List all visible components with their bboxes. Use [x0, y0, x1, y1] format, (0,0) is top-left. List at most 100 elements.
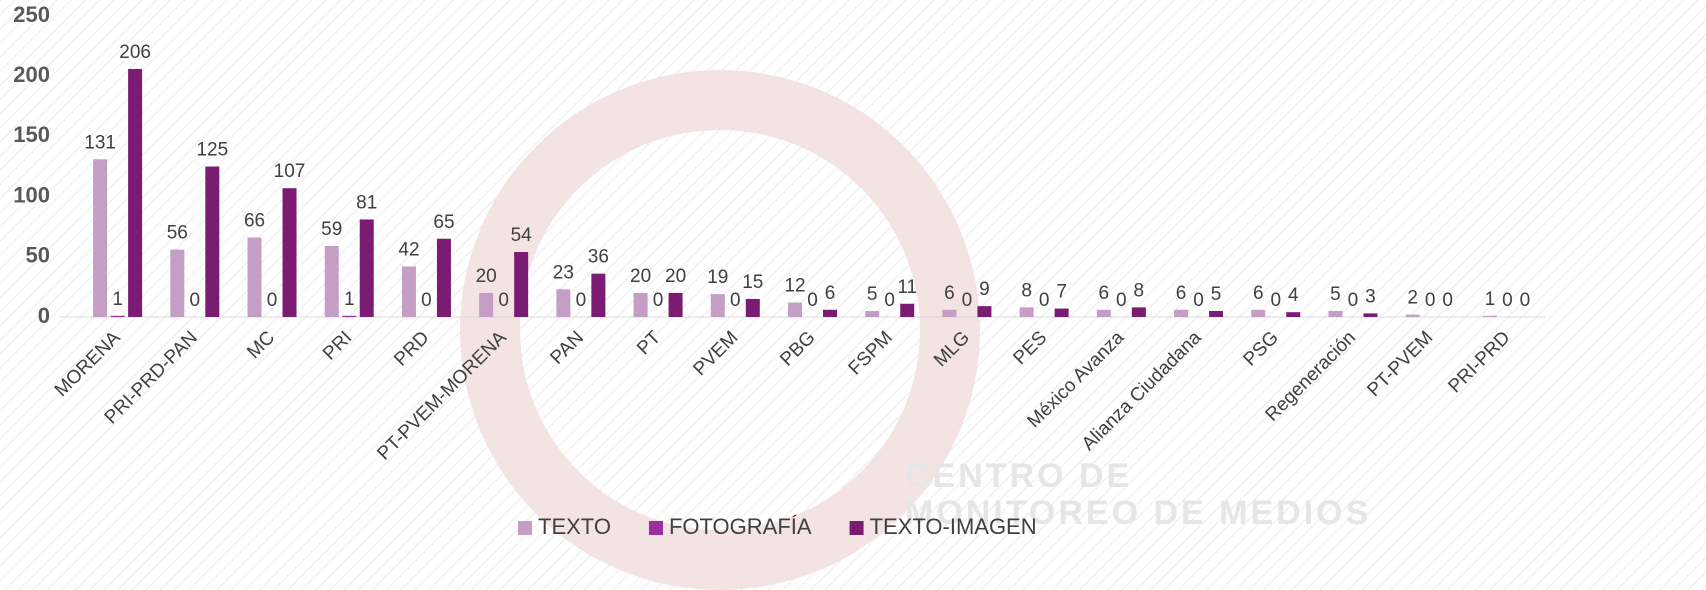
data-label: 2 — [1407, 288, 1418, 309]
bar — [1405, 314, 1420, 317]
bar — [977, 306, 992, 317]
data-label: 54 — [511, 225, 533, 246]
data-label: 81 — [356, 192, 377, 213]
data-label: 0 — [576, 290, 587, 311]
data-label: 56 — [167, 223, 188, 244]
bar — [1328, 310, 1343, 317]
data-label: 0 — [1193, 290, 1204, 311]
bar — [710, 294, 725, 317]
watermark-logo — [460, 70, 980, 590]
bar — [436, 238, 451, 317]
data-label: 1 — [1485, 289, 1496, 310]
data-label: 125 — [196, 140, 228, 161]
bar — [865, 310, 880, 317]
data-label: 0 — [962, 290, 973, 311]
data-label: 6 — [944, 283, 955, 304]
y-tick-label: 0 — [38, 303, 50, 328]
bar — [1131, 307, 1146, 317]
data-label: 11 — [897, 277, 917, 298]
bar — [633, 292, 648, 317]
data-label: 0 — [653, 290, 664, 311]
data-label: 5 — [1330, 284, 1341, 305]
data-label: 66 — [244, 211, 265, 232]
data-label: 0 — [421, 290, 432, 311]
data-label: 20 — [476, 266, 497, 287]
data-label: 0 — [1502, 290, 1513, 311]
data-label: 0 — [1270, 290, 1281, 311]
data-label: 0 — [1116, 290, 1127, 311]
data-label: 8 — [1021, 280, 1032, 301]
data-label: 9 — [979, 279, 990, 300]
data-label: 0 — [1442, 290, 1453, 311]
data-label: 36 — [588, 247, 609, 268]
bar — [342, 315, 357, 317]
bar — [479, 292, 494, 317]
data-label: 7 — [1056, 282, 1067, 303]
bar — [1363, 313, 1378, 317]
bar — [942, 309, 957, 317]
y-tick-label: 150 — [13, 122, 50, 147]
bar — [745, 298, 760, 317]
legend-swatch — [648, 521, 663, 535]
data-label: 65 — [433, 212, 454, 233]
bar — [170, 249, 185, 317]
data-label: 131 — [84, 132, 116, 153]
y-tick-label: 200 — [13, 62, 50, 87]
bar — [1251, 309, 1266, 317]
data-label: 107 — [274, 161, 306, 182]
data-label: 6 — [1099, 283, 1110, 304]
data-label: 0 — [1039, 290, 1050, 311]
bar — [556, 289, 571, 317]
data-label: 0 — [498, 290, 509, 311]
data-label: 0 — [1520, 290, 1531, 311]
data-label: 20 — [630, 266, 651, 287]
legend-swatch — [518, 521, 532, 535]
data-label: 19 — [707, 267, 728, 288]
data-label: 5 — [1211, 284, 1222, 305]
bar — [823, 309, 837, 317]
bar — [1096, 309, 1111, 317]
legend-label: FOTOGRAFÍA — [669, 514, 812, 539]
bar — [1174, 309, 1189, 317]
bar — [1209, 310, 1224, 317]
bar — [401, 266, 416, 317]
data-label: 0 — [267, 290, 278, 311]
bar — [247, 237, 262, 317]
data-label: 1 — [112, 289, 123, 310]
data-label: 0 — [1348, 290, 1359, 311]
data-label: 6 — [1253, 283, 1264, 304]
bar — [1482, 315, 1497, 317]
data-label: 1 — [344, 289, 355, 310]
bar — [514, 251, 529, 317]
data-label: 15 — [742, 272, 763, 293]
bar — [591, 273, 606, 317]
bar — [324, 245, 339, 317]
data-label: 206 — [119, 42, 151, 63]
data-label: 42 — [398, 239, 419, 260]
data-label: 4 — [1288, 285, 1299, 306]
bar — [900, 303, 915, 317]
data-label: 0 — [190, 290, 201, 311]
bar — [205, 166, 220, 317]
data-label: 23 — [553, 262, 574, 283]
bar — [1054, 308, 1069, 317]
data-label: 8 — [1134, 280, 1145, 301]
y-tick-label: 250 — [13, 2, 50, 27]
watermark-text: MONITOREO DE MEDIOS — [905, 494, 1371, 532]
bar — [359, 219, 374, 317]
data-label: 6 — [1176, 283, 1187, 304]
bar — [668, 292, 683, 317]
legend-label: TEXTO-IMAGEN — [870, 514, 1037, 539]
data-label: 20 — [665, 266, 686, 287]
data-label: 0 — [1425, 290, 1436, 311]
data-label: 12 — [784, 276, 805, 297]
data-label: 0 — [807, 290, 818, 311]
watermark-text: CENTRO DE — [905, 457, 1132, 495]
bar — [788, 302, 802, 317]
bar — [1286, 312, 1301, 317]
bar — [1019, 307, 1034, 317]
y-tick-label: 100 — [13, 182, 50, 207]
bar — [110, 315, 125, 317]
y-tick-label: 50 — [26, 243, 50, 268]
